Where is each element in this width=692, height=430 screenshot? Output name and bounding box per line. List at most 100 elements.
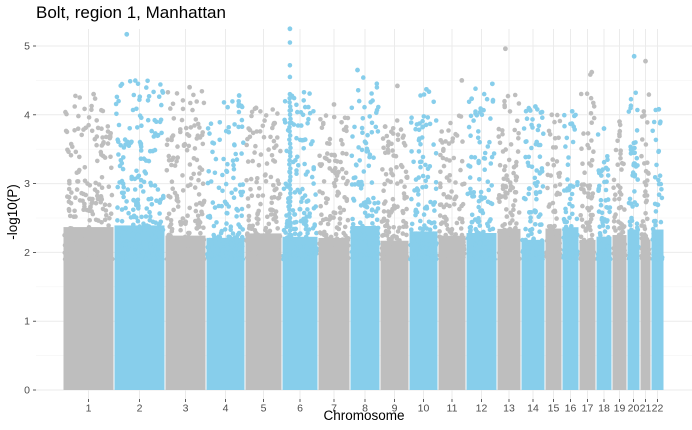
data-point: [659, 257, 665, 262]
data-point: [516, 101, 522, 106]
data-point: [523, 237, 528, 243]
data-point: [68, 238, 73, 244]
x-tick-label: 5: [261, 403, 267, 415]
data-point: [636, 244, 641, 250]
data-point: [288, 116, 293, 122]
peak-point: [569, 108, 575, 114]
data-point: [118, 143, 123, 148]
data-point: [656, 148, 662, 154]
data-point: [217, 137, 222, 143]
data-point: [432, 224, 438, 230]
data-point: [458, 226, 464, 231]
data-point: [616, 256, 622, 262]
data-point: [386, 245, 391, 251]
data-point: [627, 219, 633, 224]
data-point: [618, 185, 623, 191]
data-point: [175, 204, 181, 209]
data-point: [297, 137, 303, 143]
data-point: [404, 256, 409, 262]
data-point: [476, 198, 482, 204]
data-point: [253, 143, 258, 149]
data-point: [651, 231, 656, 236]
data-point: [269, 207, 275, 212]
data-point: [90, 211, 96, 217]
data-point: [277, 191, 283, 197]
data-point: [317, 189, 322, 194]
data-point: [207, 131, 212, 136]
data-point: [175, 144, 180, 149]
data-point: [510, 241, 516, 247]
data-point: [449, 231, 454, 236]
data-point: [231, 162, 236, 168]
data-point: [154, 198, 159, 203]
data-point: [385, 209, 391, 214]
data-point: [187, 162, 193, 167]
data-point: [246, 203, 251, 209]
data-point: [304, 257, 310, 262]
data-point: [630, 204, 635, 209]
data-point: [266, 221, 272, 227]
data-point: [511, 203, 516, 208]
x-tick-label: 21: [640, 403, 652, 415]
data-point: [287, 137, 292, 142]
data-point: [524, 116, 530, 121]
data-point: [231, 175, 236, 181]
data-point: [345, 217, 351, 223]
data-point: [331, 250, 336, 256]
data-point: [468, 186, 473, 192]
data-point: [388, 167, 394, 172]
data-point: [616, 246, 621, 251]
data-point: [386, 150, 391, 155]
data-point: [413, 231, 419, 236]
data-point: [501, 256, 507, 262]
data-point: [131, 92, 137, 98]
data-point: [539, 109, 545, 115]
data-point: [255, 232, 261, 237]
data-point: [604, 179, 609, 184]
data-point: [586, 194, 591, 200]
data-point: [470, 257, 476, 262]
data-point: [426, 251, 431, 257]
data-point: [210, 200, 216, 205]
data-point: [317, 242, 323, 247]
data-point: [557, 247, 563, 252]
data-point: [381, 257, 386, 262]
data-point: [356, 98, 362, 104]
data-point: [368, 99, 374, 105]
data-point: [149, 232, 154, 237]
data-point: [82, 106, 87, 112]
data-point: [165, 137, 171, 142]
data-point: [103, 249, 109, 254]
data-point: [432, 200, 438, 205]
data-point: [461, 239, 466, 245]
data-point: [148, 214, 153, 219]
data-point: [287, 157, 292, 163]
data-point: [234, 157, 240, 162]
data-point: [155, 187, 161, 192]
data-point: [239, 213, 244, 218]
data-point: [371, 256, 377, 262]
data-point: [484, 96, 490, 102]
data-point: [452, 196, 457, 202]
data-point: [321, 121, 326, 127]
data-point: [321, 179, 327, 184]
data-point: [70, 254, 76, 260]
data-point: [605, 157, 610, 162]
data-point: [642, 237, 648, 243]
data-point: [269, 200, 275, 206]
data-point: [368, 245, 373, 250]
x-tick-label: 13: [503, 403, 515, 415]
data-point: [478, 208, 483, 214]
data-point: [305, 169, 310, 175]
data-point: [288, 186, 293, 192]
data-point: [116, 152, 121, 157]
data-point: [158, 82, 163, 87]
data-point: [62, 256, 68, 262]
data-point: [375, 200, 381, 205]
data-point: [639, 253, 644, 259]
data-point: [288, 190, 293, 196]
data-point: [477, 240, 483, 246]
data-point: [239, 124, 245, 129]
data-point: [483, 254, 489, 260]
data-point: [585, 205, 590, 211]
